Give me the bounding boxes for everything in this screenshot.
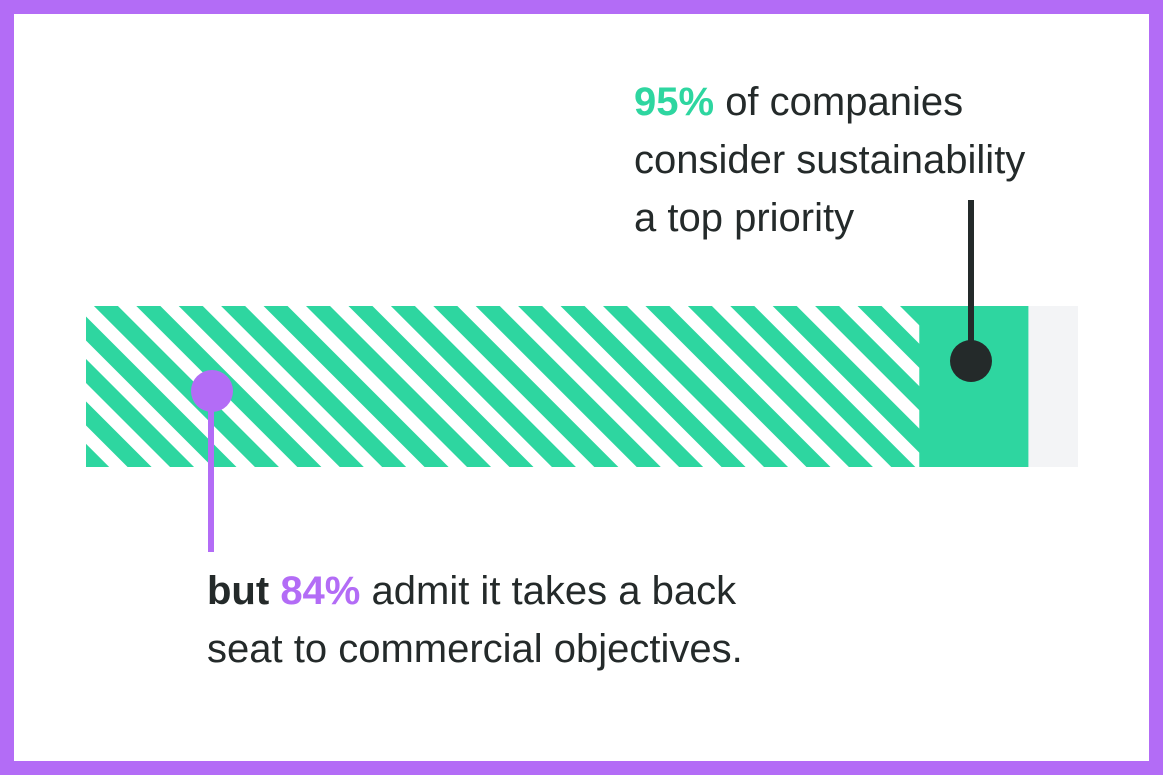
value-label: 95% [634,80,715,124]
bottom-annotation: but 84% admit it takes a back seat to com… [207,562,743,678]
annotation-line: a top priority [634,189,1025,247]
pin-head [950,340,992,382]
annotation-line: seat to commercial objectives. [207,620,743,678]
value-label: 84% [280,569,361,613]
annotation-line: consider sustainability [634,131,1025,189]
annotation-lead: but [207,569,270,613]
top-annotation: 95% of companies consider sustainability a… [634,73,1025,247]
annotation-text: admit it takes a back [371,569,737,613]
annotation-line: but 84% admit it takes a back [207,562,743,620]
annotation-text: a top priority [634,196,855,240]
annotation-line: 95% of companies [634,73,1025,131]
pin-head [191,370,233,412]
annotation-text: consider sustainability [634,138,1026,182]
annotation-text: of companies [725,80,964,124]
annotation-text: seat to commercial objectives. [207,627,743,671]
